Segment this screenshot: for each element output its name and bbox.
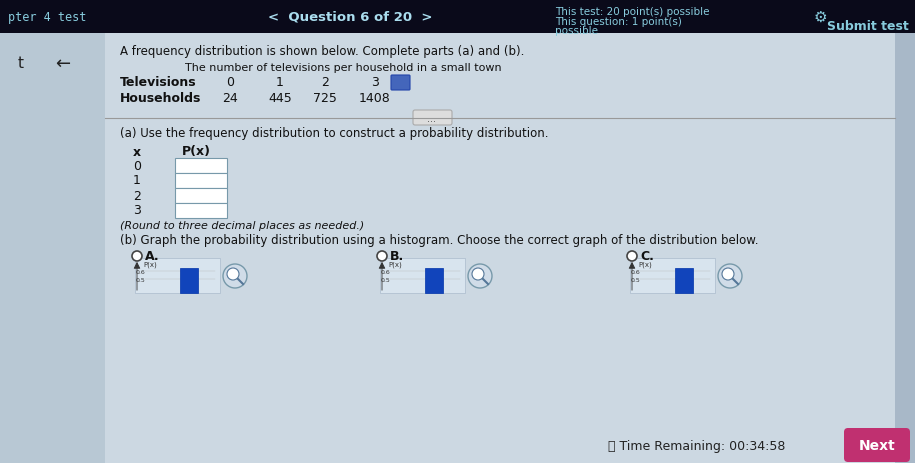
FancyBboxPatch shape	[844, 428, 910, 462]
Bar	[0, 0, 915, 34]
Circle shape	[718, 264, 742, 288]
Text: t: t	[18, 56, 24, 71]
Text: The number of televisions per household in a small town: The number of televisions per household …	[185, 63, 501, 73]
Circle shape	[223, 264, 247, 288]
Bar	[0, 34, 105, 463]
Text: 1408: 1408	[359, 92, 391, 105]
Bar	[895, 34, 915, 463]
Text: P(x): P(x)	[638, 260, 651, 267]
Text: P(x): P(x)	[388, 260, 402, 267]
Text: 0: 0	[226, 76, 234, 89]
Text: This test: 20 point(s) possible: This test: 20 point(s) possible	[555, 7, 709, 17]
Text: 1: 1	[133, 174, 141, 187]
Text: P(x): P(x)	[182, 145, 211, 158]
Text: 0.6: 0.6	[631, 269, 640, 274]
Bar	[175, 203, 227, 218]
Text: 3: 3	[133, 204, 141, 217]
Text: 0.5: 0.5	[631, 277, 640, 282]
Text: (a) Use the frequency distribution to construct a probability distribution.: (a) Use the frequency distribution to co…	[120, 127, 548, 140]
Text: (Round to three decimal places as needed.): (Round to three decimal places as needed…	[120, 220, 364, 231]
Text: P(x): P(x)	[143, 260, 156, 267]
Text: 0.5: 0.5	[136, 277, 145, 282]
Text: possible: possible	[555, 26, 598, 36]
Text: ⚙: ⚙	[813, 9, 827, 25]
Circle shape	[468, 264, 492, 288]
Text: Next: Next	[858, 438, 896, 452]
Text: <  Question 6 of 20  >: < Question 6 of 20 >	[268, 11, 432, 24]
Text: 2: 2	[133, 189, 141, 202]
FancyBboxPatch shape	[413, 111, 452, 126]
Bar	[105, 34, 895, 463]
Text: A frequency distribution is shown below. Complete parts (a) and (b).: A frequency distribution is shown below.…	[120, 45, 524, 58]
Text: A.: A.	[145, 250, 159, 263]
Text: 445: 445	[268, 92, 292, 105]
Text: 3: 3	[371, 76, 379, 89]
Circle shape	[377, 251, 387, 262]
Text: Households: Households	[120, 92, 201, 105]
Text: ⓘ Time Remaining: 00:34:58: ⓘ Time Remaining: 00:34:58	[608, 439, 785, 452]
Text: Submit test: Submit test	[827, 20, 909, 33]
Text: 0.6: 0.6	[136, 269, 145, 274]
FancyBboxPatch shape	[391, 76, 410, 91]
Text: ←: ←	[55, 55, 70, 73]
Text: 24: 24	[222, 92, 238, 105]
Text: C.: C.	[640, 250, 654, 263]
Circle shape	[132, 251, 142, 262]
Text: 0.5: 0.5	[381, 277, 391, 282]
Bar	[175, 188, 227, 203]
Text: ...: ...	[427, 114, 436, 124]
Text: Televisions: Televisions	[120, 76, 197, 89]
Bar	[630, 258, 715, 294]
Text: 0: 0	[133, 159, 141, 172]
Circle shape	[227, 269, 239, 281]
Text: x: x	[133, 145, 141, 158]
Bar	[675, 269, 693, 294]
Text: (b) Graph the probability distribution using a histogram. Choose the correct gra: (b) Graph the probability distribution u…	[120, 234, 759, 247]
Bar	[180, 269, 198, 294]
Bar	[175, 173, 227, 188]
Bar	[380, 258, 465, 294]
Text: This question: 1 point(s): This question: 1 point(s)	[555, 17, 682, 27]
Text: 1: 1	[276, 76, 284, 89]
Text: 725: 725	[313, 92, 337, 105]
Bar	[425, 269, 443, 294]
Circle shape	[722, 269, 734, 281]
Bar	[135, 258, 220, 294]
Text: 0.6: 0.6	[381, 269, 391, 274]
Circle shape	[627, 251, 637, 262]
Text: B.: B.	[390, 250, 404, 263]
Circle shape	[472, 269, 484, 281]
Text: pter 4 test: pter 4 test	[8, 11, 86, 24]
Text: 2: 2	[321, 76, 328, 89]
Bar	[175, 158, 227, 173]
